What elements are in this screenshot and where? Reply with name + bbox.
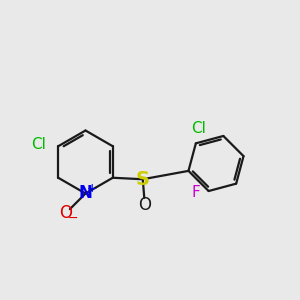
Text: N: N [79,184,92,202]
Text: S: S [136,170,150,189]
Text: F: F [192,185,200,200]
Text: Cl: Cl [31,137,46,152]
Text: −: − [67,212,78,225]
Text: +: + [87,182,98,195]
Text: O: O [59,204,73,222]
Text: Cl: Cl [191,121,206,136]
Text: O: O [138,196,151,214]
